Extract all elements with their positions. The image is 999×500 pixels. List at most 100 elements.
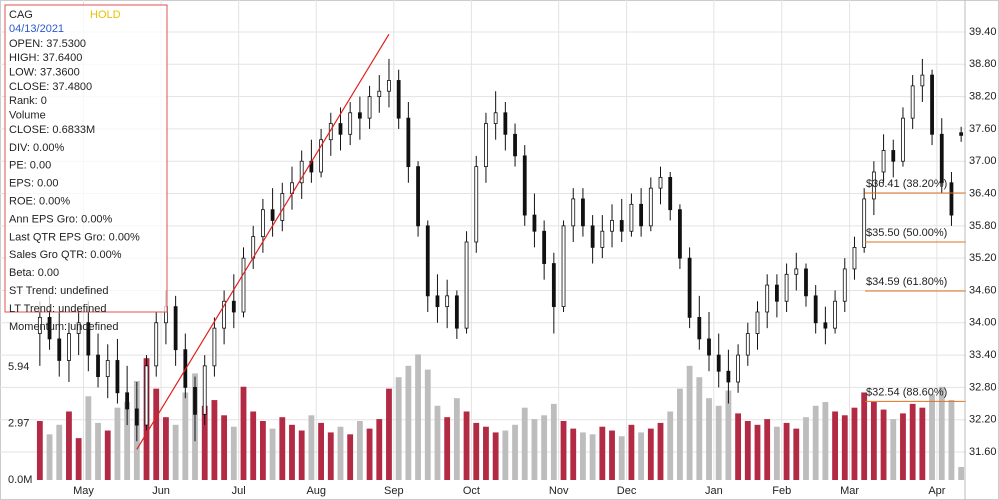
- volume-bar: [240, 386, 247, 480]
- candle-body: [37, 316, 42, 334]
- candle-body: [881, 150, 886, 173]
- volume-bar: [609, 430, 615, 480]
- candle-body: [96, 354, 100, 378]
- volume-bar: [890, 419, 897, 480]
- candle-body: [212, 327, 217, 367]
- volume-bar: [250, 411, 257, 480]
- volume-bar: [473, 422, 480, 480]
- volume-bar: [531, 419, 538, 480]
- x-tick-label: May: [73, 485, 94, 497]
- volume-bar: [124, 401, 131, 480]
- info-line: CLOSE: 37.4800: [9, 81, 92, 93]
- candle-body: [823, 322, 828, 329]
- fib-label: $32.54 (88.60%): [866, 386, 947, 398]
- x-tick-label: Jun: [152, 485, 170, 497]
- volume-bar: [36, 421, 43, 480]
- candle-body: [387, 80, 391, 92]
- candle-body: [726, 370, 731, 383]
- candle-body: [813, 295, 818, 324]
- candle-body: [319, 139, 323, 173]
- volume-bar: [754, 424, 761, 480]
- volume-bar: [938, 386, 945, 480]
- candle-body: [484, 123, 488, 168]
- x-tick-label: Apr: [928, 485, 945, 497]
- x-tick-label: Sep: [384, 485, 404, 497]
- y-tick-label: 38.80: [969, 58, 997, 70]
- info-line: Ann EPS Gro: 0.00%: [9, 213, 113, 225]
- volume-bar: [405, 365, 412, 480]
- volume-bar: [201, 405, 208, 480]
- volume-bar: [948, 400, 955, 480]
- y-tick-label: 32.80: [969, 381, 997, 393]
- y-tick-label: 37.60: [969, 123, 997, 135]
- fib-label: $35.50 (50.00%): [866, 227, 947, 239]
- y-tick-label: 37.00: [969, 155, 997, 167]
- volume-bar: [453, 398, 460, 480]
- info-line: Volume: [9, 109, 46, 121]
- candle-body: [435, 295, 440, 308]
- volume-bar: [56, 424, 63, 480]
- volume-bar: [279, 417, 286, 480]
- candle-body: [716, 354, 721, 372]
- candle-body: [920, 74, 925, 87]
- x-tick-label: Feb: [772, 485, 791, 497]
- candle-body: [144, 365, 149, 426]
- volume-bar: [483, 426, 489, 480]
- candle-body: [67, 333, 71, 361]
- candle-body: [862, 198, 867, 248]
- volume-bar: [812, 405, 819, 480]
- volume-bar: [764, 419, 771, 480]
- y-tick-label: 35.20: [969, 252, 997, 264]
- axes: 31.60 32.20 32.80 33.40 34.00 34.60 35.20 35.80…: [8, 26, 997, 497]
- x-tick-label: Mar: [840, 485, 859, 497]
- candle-body: [678, 209, 682, 259]
- volume-bar: [337, 426, 344, 480]
- volume-bar: [308, 415, 315, 480]
- candle-body: [871, 171, 876, 200]
- trend-line: [136, 33, 390, 450]
- volume-bar: [75, 438, 82, 480]
- x-tick-label: Aug: [306, 485, 326, 497]
- info-line: LT Trend: undefined: [9, 303, 106, 315]
- candle-body: [707, 338, 711, 356]
- volume-bar: [793, 428, 800, 480]
- volume-bar: [870, 401, 877, 480]
- candle-body: [425, 225, 430, 297]
- candle-body: [86, 322, 91, 356]
- volume-tick-label: 2.97: [8, 417, 29, 429]
- volume-bar: [502, 430, 509, 480]
- volume-bar: [773, 426, 780, 480]
- candle-body: [57, 338, 62, 361]
- candle-body: [571, 198, 576, 227]
- info-line: HIGH: 37.6400: [9, 52, 82, 64]
- y-tick-label: 34.00: [969, 317, 997, 329]
- candle-body: [261, 209, 265, 238]
- volume-bar: [706, 398, 712, 480]
- volume-bar: [735, 413, 742, 480]
- info-line: OPEN: 37.5300: [9, 38, 86, 50]
- candle-body: [610, 220, 614, 232]
- volume-bar: [512, 424, 518, 480]
- volume-bar: [366, 428, 373, 480]
- candle-body: [842, 268, 847, 302]
- volume-bar: [211, 400, 218, 480]
- volume-bar: [521, 407, 528, 480]
- volume-bar: [647, 428, 654, 480]
- volume-bar: [259, 421, 266, 480]
- volume-bar: [95, 422, 101, 480]
- info-box: [4, 4, 168, 313]
- candle-body: [115, 360, 120, 394]
- candle-body: [513, 133, 517, 157]
- candle-body: [270, 209, 275, 221]
- info-line: Sales Gro QTR: 0.00%: [9, 249, 122, 261]
- volume-bar: [580, 432, 586, 480]
- candle-body: [687, 257, 692, 318]
- volume-bar: [725, 390, 732, 480]
- candle-body: [532, 214, 537, 232]
- candle-body: [299, 160, 304, 184]
- volume-bar: [715, 405, 722, 480]
- candle-body: [774, 284, 779, 302]
- volume-bar: [230, 426, 237, 480]
- info-line: Last QTR EPS Gro: 0.00%: [9, 231, 140, 243]
